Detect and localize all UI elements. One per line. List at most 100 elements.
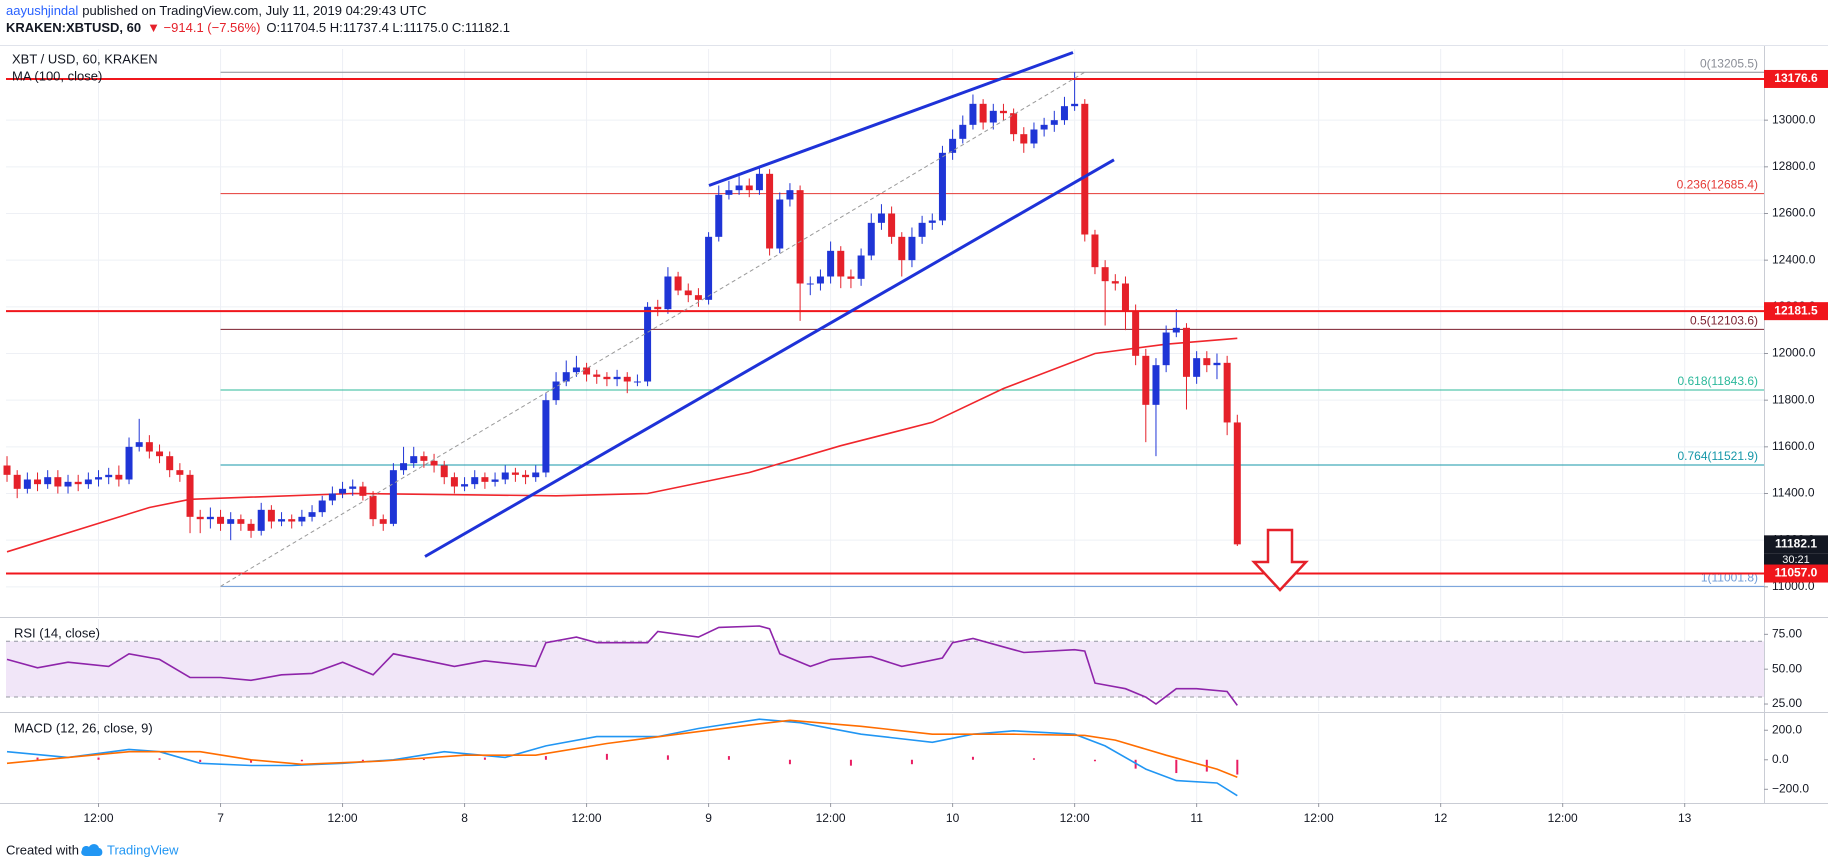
candle-body (267, 509, 275, 522)
candle-body (359, 486, 367, 496)
macd-histogram-bar (1236, 759, 1239, 775)
candle-body (135, 442, 143, 447)
x-tick-label: 12:00 (1548, 811, 1578, 825)
level-badge-label: 12181.5 (1774, 303, 1818, 317)
candle-body (23, 479, 31, 489)
candle-body (328, 493, 336, 501)
candle-body (471, 477, 479, 485)
candle-body (400, 463, 408, 471)
candle-body (227, 519, 235, 524)
candle-body (837, 250, 845, 277)
candle-body (725, 190, 733, 195)
candle-body (1060, 106, 1068, 121)
candle-body (867, 222, 875, 256)
candle-body (440, 465, 448, 478)
drawings (220, 51, 1309, 592)
candle-body (369, 495, 377, 520)
symbol-line: KRAKEN:XBTUSD, 60 ▼ −914.1 (−7.56%) O:1170… (6, 20, 510, 35)
candle-body (877, 213, 885, 223)
level-badge-label: 13176.6 (1774, 71, 1818, 85)
candle-body (176, 470, 184, 475)
x-tick-label: 12:00 (1060, 811, 1090, 825)
x-tick-label: 12:00 (572, 811, 602, 825)
candle-body (410, 456, 418, 464)
candle-body (583, 367, 591, 375)
candle-body (806, 283, 814, 285)
candle-body (308, 512, 316, 517)
candle-body (623, 376, 631, 382)
candle-body (1182, 327, 1190, 377)
candle-body (491, 479, 499, 482)
candle-body (857, 255, 865, 279)
y-tick-label: 13000.0 (1772, 112, 1816, 126)
x-tick-label: 12:00 (84, 811, 114, 825)
candle-body (1233, 422, 1241, 545)
macd-histogram-bar (158, 758, 161, 760)
macd-histogram-bar (1093, 759, 1096, 762)
candle-body (34, 479, 42, 485)
symbol: KRAKEN:XBTUSD, 60 (6, 20, 141, 35)
fib-level-label: 0.618(11843.6) (1677, 374, 1758, 388)
rsi-line (6, 625, 1238, 706)
candle-body (796, 190, 804, 284)
y-tick-label: 50.00 (1772, 661, 1802, 675)
candle-body (217, 516, 225, 524)
y-tick-label: 12600.0 (1772, 206, 1816, 220)
candle-body (989, 110, 997, 123)
macd-histogram-bar (910, 759, 913, 765)
candle-body (654, 306, 662, 310)
candle-body (979, 103, 987, 123)
candle-body (339, 488, 347, 494)
candle-body (115, 474, 123, 480)
axis-layer: 11000.011200.011400.011600.011800.012000… (84, 69, 1828, 825)
candle-body (532, 472, 540, 478)
candle-body (827, 250, 835, 277)
candle-body (74, 481, 82, 485)
candle-body (278, 519, 286, 522)
candle-body (969, 103, 977, 125)
y-tick-label: 0.0 (1772, 752, 1789, 766)
candle-body (1071, 103, 1079, 107)
x-tick-label: 12:00 (1304, 811, 1334, 825)
macd-histogram-bar (300, 759, 303, 762)
candle-body (511, 472, 519, 475)
candle-body (735, 185, 743, 191)
candle-body (84, 479, 92, 485)
candle-body (1020, 134, 1028, 144)
candle-body (349, 486, 357, 489)
price-axis-bg (1764, 45, 1828, 805)
candle-body (1162, 332, 1170, 366)
candle-body (816, 276, 824, 284)
rsi-title: RSI (14, close) (14, 625, 100, 640)
candle-body (1010, 113, 1018, 135)
x-tick-label: 7 (217, 811, 224, 825)
x-tick-label: 13 (1678, 811, 1692, 825)
candle-body (593, 374, 601, 377)
countdown-label: 30:21 (1782, 554, 1810, 566)
candle-body (1050, 120, 1058, 125)
candle-body (1132, 311, 1140, 356)
candle-body (166, 456, 174, 471)
level-badge (1764, 564, 1828, 583)
candle-body (420, 456, 428, 461)
fib-level-label: 0.764(11521.9) (1677, 449, 1758, 463)
candle-body (664, 276, 672, 310)
candle-body (705, 236, 713, 300)
y-tick-label: 25.00 (1772, 696, 1802, 710)
macd-line (6, 719, 1238, 778)
plot-layer: 0(13205.5) 0.236(12685.4) 0.5(12103.6) 0.61… (3, 49, 1764, 802)
macd-histogram-bar (483, 757, 486, 760)
x-tick-label: 12 (1434, 811, 1448, 825)
y-tick-label: 12800.0 (1772, 159, 1816, 173)
candle-body (13, 474, 21, 489)
x-tick-label: 10 (946, 811, 960, 825)
footer-created: Created with (6, 842, 79, 857)
macd-histogram-bar (422, 759, 425, 761)
candle-body (888, 213, 896, 237)
candle-body (847, 276, 855, 279)
candle-body (1203, 358, 1211, 366)
macd-histogram-bar (666, 755, 669, 760)
candle-body (461, 484, 469, 487)
footer-brand[interactable]: TradingView (107, 842, 179, 857)
y-tick-label: 200.0 (1772, 722, 1802, 736)
